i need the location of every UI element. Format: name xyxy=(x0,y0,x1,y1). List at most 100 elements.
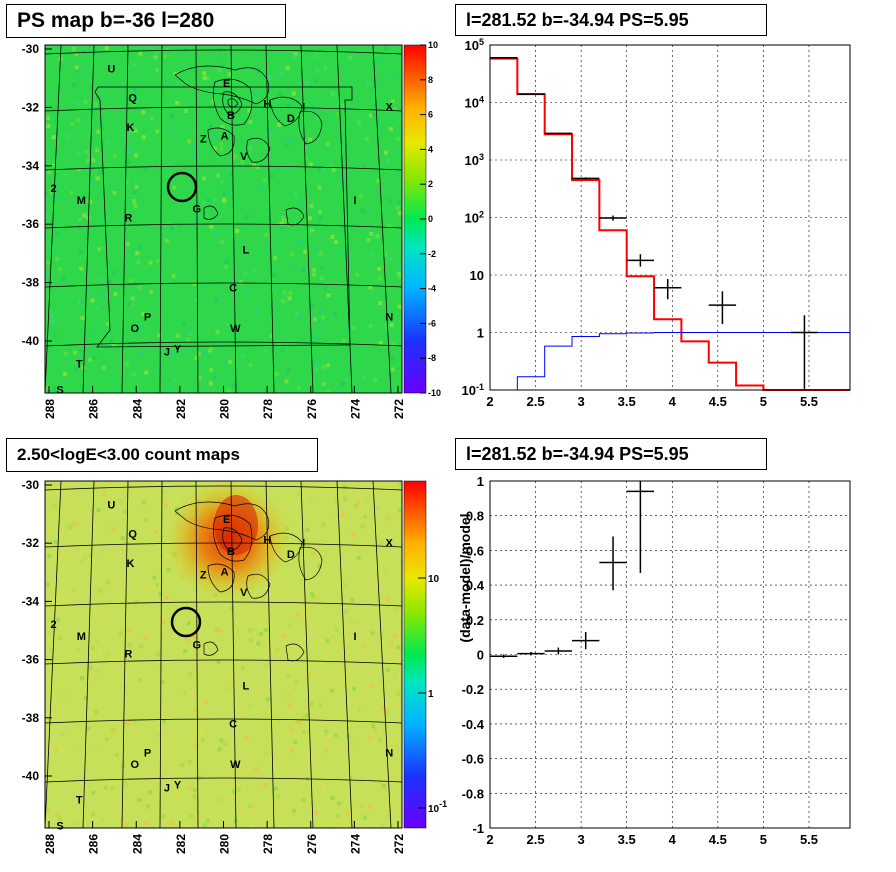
map-pixel xyxy=(119,631,123,636)
map-pixel xyxy=(260,184,265,189)
map-pixel xyxy=(214,627,219,632)
map-pixel xyxy=(109,338,114,343)
map-pixel xyxy=(366,237,371,242)
count-map-pixels xyxy=(45,481,402,828)
map-pixel xyxy=(123,684,128,689)
source-marker-label: L xyxy=(243,680,250,692)
map-pixel xyxy=(284,169,289,174)
map-pixel xyxy=(351,533,356,538)
spectrum-y-ticks: 10-1 1 10 102 103 104 105 xyxy=(462,37,484,398)
map-pixel xyxy=(321,534,326,539)
map-pixel xyxy=(121,182,126,186)
map-pixel xyxy=(305,713,310,718)
map-pixel xyxy=(341,382,345,386)
map-pixel xyxy=(324,728,329,733)
map-pixel xyxy=(151,584,156,589)
map-pixel xyxy=(392,73,397,78)
map-pixel xyxy=(297,200,302,205)
map-pixel xyxy=(88,199,93,204)
map-pixel xyxy=(269,334,274,339)
map-pixel xyxy=(341,338,346,343)
map-pixel xyxy=(47,638,52,643)
map-pixel xyxy=(343,496,347,501)
map-pixel xyxy=(75,618,80,623)
map-pixel xyxy=(376,178,381,183)
map-pixel xyxy=(171,274,176,278)
map-pixel xyxy=(132,199,137,204)
map-pixel xyxy=(305,527,310,532)
ps-map-y-ticks: -30 -32 -34 -36 -38 -40 xyxy=(22,42,52,348)
source-marker-label: K xyxy=(127,122,135,134)
y-tick-label: -30 xyxy=(22,478,40,492)
map-pixel xyxy=(267,133,272,138)
map-pixel xyxy=(311,551,316,556)
y-tick-label: -32 xyxy=(22,536,40,550)
map-pixel xyxy=(279,71,284,76)
map-pixel xyxy=(92,49,97,54)
source-marker-label: P xyxy=(144,748,151,760)
y-tick-label: -0.2 xyxy=(462,682,484,697)
map-pixel xyxy=(136,260,141,265)
map-pixel xyxy=(204,700,209,705)
map-pixel xyxy=(360,208,365,213)
map-pixel xyxy=(73,367,78,372)
map-pixel xyxy=(155,68,159,72)
source-marker-label: C xyxy=(229,718,237,730)
map-pixel xyxy=(46,385,51,390)
map-pixel xyxy=(85,159,90,164)
map-pixel xyxy=(227,49,231,53)
map-pixel xyxy=(274,786,278,791)
map-pixel xyxy=(319,276,324,281)
map-pixel xyxy=(55,812,60,817)
map-pixel xyxy=(105,580,110,585)
map-pixel xyxy=(310,105,315,110)
map-pixel xyxy=(388,613,393,618)
map-pixel xyxy=(109,526,114,530)
map-pixel xyxy=(346,326,351,331)
map-pixel xyxy=(319,266,324,270)
map-pixel xyxy=(385,517,390,522)
map-pixel xyxy=(134,599,139,604)
map-pixel xyxy=(394,172,399,177)
map-pixel xyxy=(88,488,93,493)
map-pixel xyxy=(312,335,317,340)
map-pixel xyxy=(170,113,174,118)
map-pixel xyxy=(240,354,245,359)
map-pixel xyxy=(216,295,221,299)
y-tick-label: 0.4 xyxy=(466,578,485,593)
map-pixel xyxy=(217,68,222,73)
y-tick-label: -38 xyxy=(22,711,40,725)
map-pixel xyxy=(357,120,361,125)
map-pixel xyxy=(83,100,88,104)
map-pixel xyxy=(235,228,240,233)
map-pixel xyxy=(193,356,198,361)
map-pixel xyxy=(366,81,371,86)
map-pixel xyxy=(56,618,61,623)
map-pixel xyxy=(81,768,86,773)
map-pixel xyxy=(343,609,348,614)
map-pixel xyxy=(185,638,190,643)
map-pixel xyxy=(215,330,220,335)
map-pixel xyxy=(46,124,51,129)
map-pixel xyxy=(225,802,230,807)
map-pixel xyxy=(222,199,227,204)
map-pixel xyxy=(288,291,293,296)
map-pixel xyxy=(232,702,237,707)
map-pixel xyxy=(250,823,254,828)
map-pixel xyxy=(330,234,335,239)
map-pixel xyxy=(132,87,137,92)
map-pixel xyxy=(51,135,56,140)
map-pixel xyxy=(124,782,129,786)
x-tick-label: 276 xyxy=(305,834,319,854)
map-pixel xyxy=(217,747,222,752)
map-pixel xyxy=(52,739,57,744)
source-marker-label: J xyxy=(164,783,170,795)
map-pixel xyxy=(47,170,52,175)
count-map-contours xyxy=(174,501,323,662)
map-pixel xyxy=(132,62,136,67)
data-point xyxy=(708,291,737,325)
map-pixel xyxy=(342,485,347,490)
map-pixel xyxy=(369,231,374,236)
map-pixel xyxy=(257,624,262,629)
map-pixel xyxy=(137,678,142,683)
